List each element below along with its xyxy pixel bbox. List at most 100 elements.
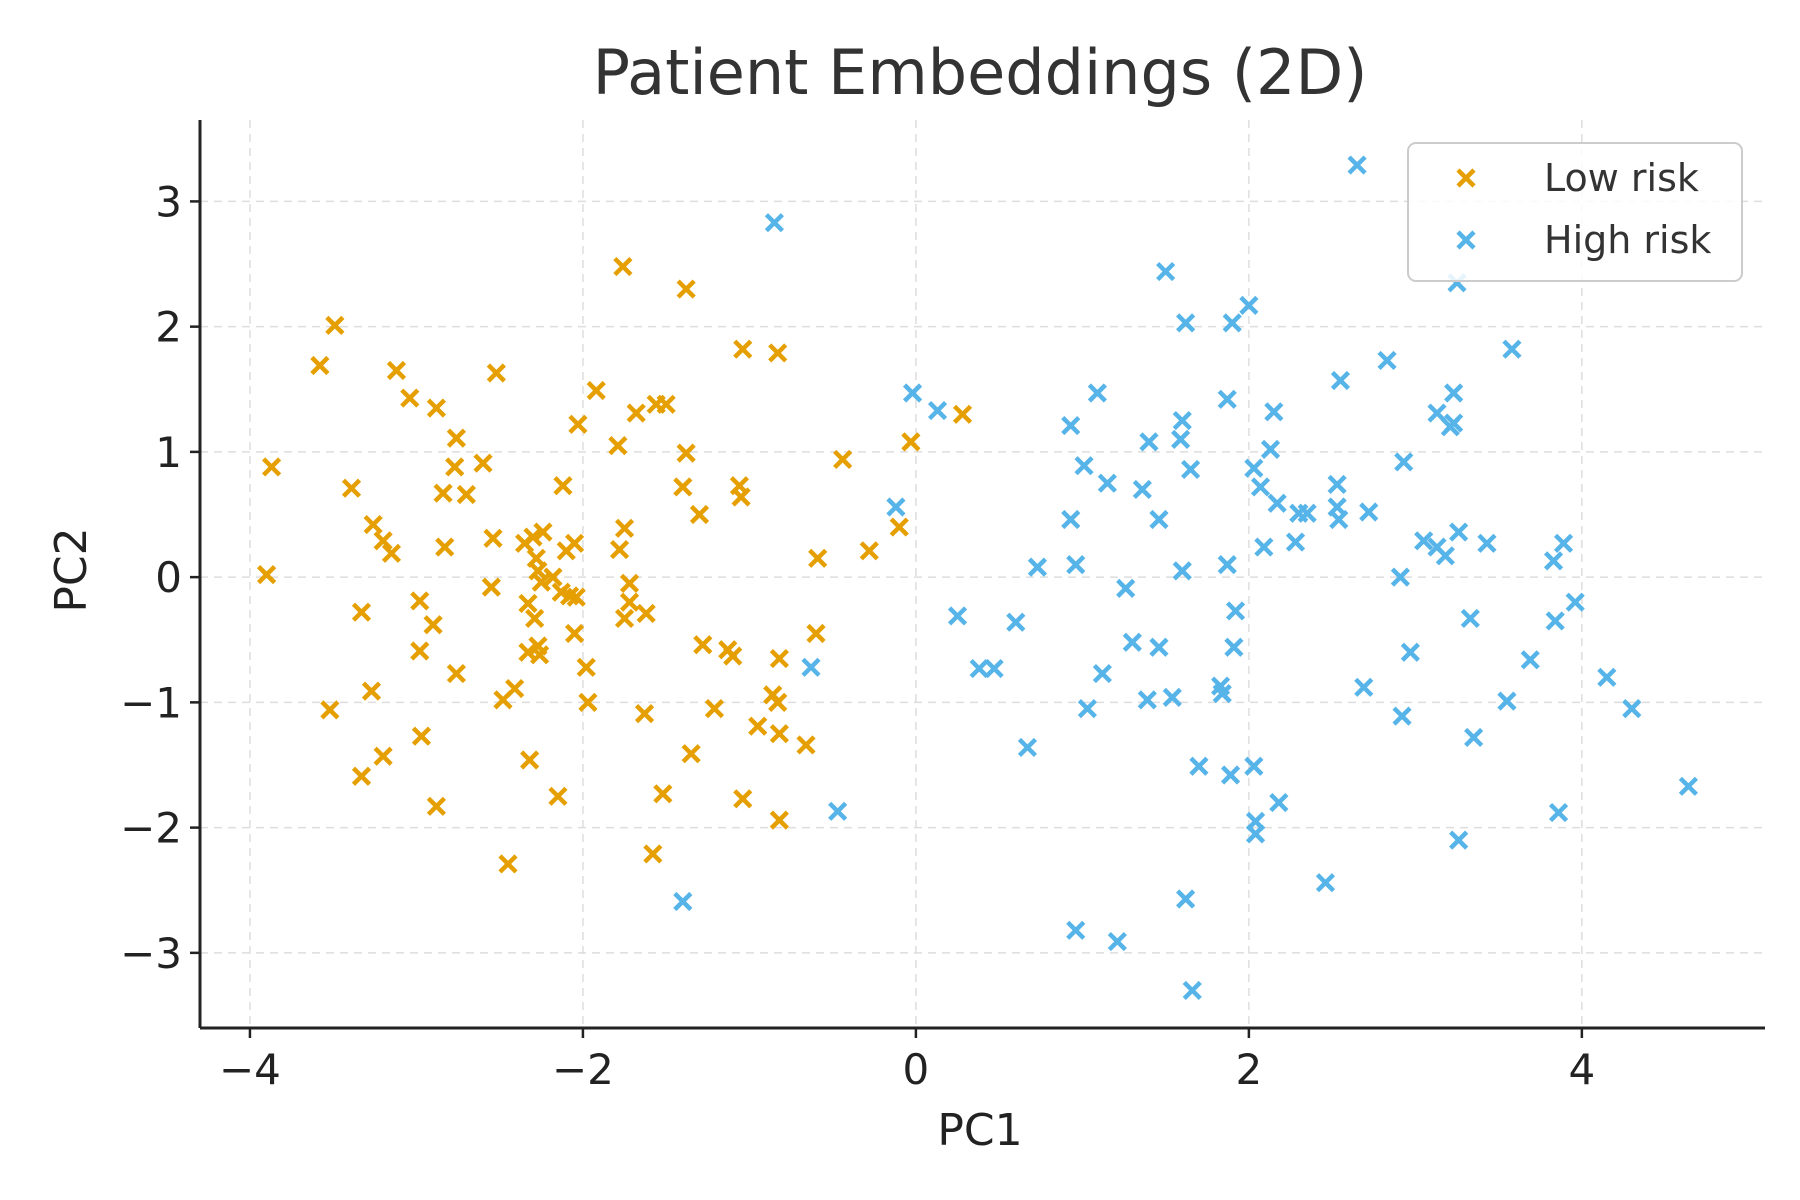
legend: Low risk High risk xyxy=(1407,142,1743,282)
data-point xyxy=(1477,533,1497,553)
data-point xyxy=(1132,479,1152,500)
data-point xyxy=(952,404,973,424)
data-point xyxy=(1435,546,1455,566)
data-point xyxy=(689,504,710,525)
data-point xyxy=(676,443,696,463)
data-point xyxy=(769,648,789,669)
data-point xyxy=(704,699,725,719)
data-point xyxy=(481,577,501,597)
data-point xyxy=(1548,802,1569,823)
data-point xyxy=(341,478,362,498)
data-point xyxy=(410,591,430,611)
data-point xyxy=(947,606,968,626)
data-point xyxy=(1400,642,1420,662)
data-point xyxy=(1330,370,1351,391)
data-point xyxy=(1502,339,1522,359)
data-point xyxy=(886,497,906,517)
data-point xyxy=(1176,889,1196,909)
data-point xyxy=(902,383,923,403)
data-point xyxy=(1137,690,1157,710)
data-point xyxy=(435,537,455,557)
x-tick-label: −4 xyxy=(219,1045,281,1094)
data-point xyxy=(1074,456,1094,476)
data-point xyxy=(828,801,848,821)
y-tick-label: −2 xyxy=(120,804,182,853)
data-point xyxy=(901,432,921,452)
data-point xyxy=(676,279,696,299)
data-point xyxy=(423,615,443,635)
data-point xyxy=(731,487,751,507)
data-point xyxy=(578,692,598,712)
data-point xyxy=(1122,632,1142,652)
data-point xyxy=(473,453,493,473)
y-tick-label: 2 xyxy=(155,303,182,352)
data-point xyxy=(643,844,663,864)
data-point xyxy=(613,256,633,277)
data-point xyxy=(1678,776,1699,796)
data-point xyxy=(1176,313,1196,333)
series-high-risk xyxy=(673,155,1699,1001)
data-point xyxy=(808,548,828,568)
data-point xyxy=(1092,663,1112,684)
x-tick-label: −2 xyxy=(552,1045,614,1094)
data-point xyxy=(806,623,826,644)
data-point xyxy=(456,484,476,505)
data-point xyxy=(619,592,640,612)
data-point xyxy=(768,343,788,363)
y-tick-label: 1 xyxy=(155,428,182,477)
data-point xyxy=(1250,477,1271,497)
data-point xyxy=(1027,557,1048,577)
data-point xyxy=(1392,706,1412,726)
data-point xyxy=(1066,555,1086,575)
data-point xyxy=(568,414,588,434)
data-point xyxy=(505,679,525,699)
data-point xyxy=(445,457,465,477)
data-point xyxy=(518,593,538,614)
data-point xyxy=(553,476,573,496)
data-point xyxy=(1444,413,1464,433)
data-point xyxy=(764,213,784,233)
data-point xyxy=(363,514,383,535)
data-point xyxy=(748,716,768,736)
series-low-risk xyxy=(257,256,973,874)
data-point xyxy=(433,483,453,503)
data-point xyxy=(1149,637,1169,657)
data-point xyxy=(1264,402,1284,422)
data-point xyxy=(531,572,551,592)
data-point xyxy=(565,533,585,553)
data-point xyxy=(1377,350,1397,371)
data-point xyxy=(1449,522,1469,542)
data-point xyxy=(373,531,393,551)
data-point xyxy=(1244,458,1264,478)
x-tick-label: 2 xyxy=(1236,1045,1263,1094)
data-point xyxy=(410,641,430,661)
data-point xyxy=(656,394,676,414)
data-point xyxy=(1244,756,1264,776)
y-tick-label: −1 xyxy=(120,678,182,727)
data-point xyxy=(565,623,585,644)
data-point xyxy=(969,658,989,679)
data-point xyxy=(1107,931,1127,952)
data-point xyxy=(619,573,640,593)
data-point xyxy=(257,565,277,585)
data-point xyxy=(1097,473,1117,493)
data-point xyxy=(927,400,948,421)
x-axis-label: PC1 xyxy=(937,1105,1022,1156)
data-point xyxy=(1087,383,1107,403)
data-point xyxy=(984,658,1004,679)
data-point xyxy=(320,700,340,720)
data-point xyxy=(1172,410,1192,431)
data-point xyxy=(525,608,545,629)
data-point xyxy=(523,527,543,547)
data-point xyxy=(681,744,701,764)
data-point xyxy=(1245,824,1266,844)
data-point xyxy=(426,398,447,418)
data-point xyxy=(1212,684,1232,704)
data-point xyxy=(548,786,568,806)
y-tick-label: −3 xyxy=(120,929,182,978)
data-point xyxy=(693,635,713,655)
data-point xyxy=(1061,415,1081,436)
y-axis-label: PC2 xyxy=(46,527,97,612)
